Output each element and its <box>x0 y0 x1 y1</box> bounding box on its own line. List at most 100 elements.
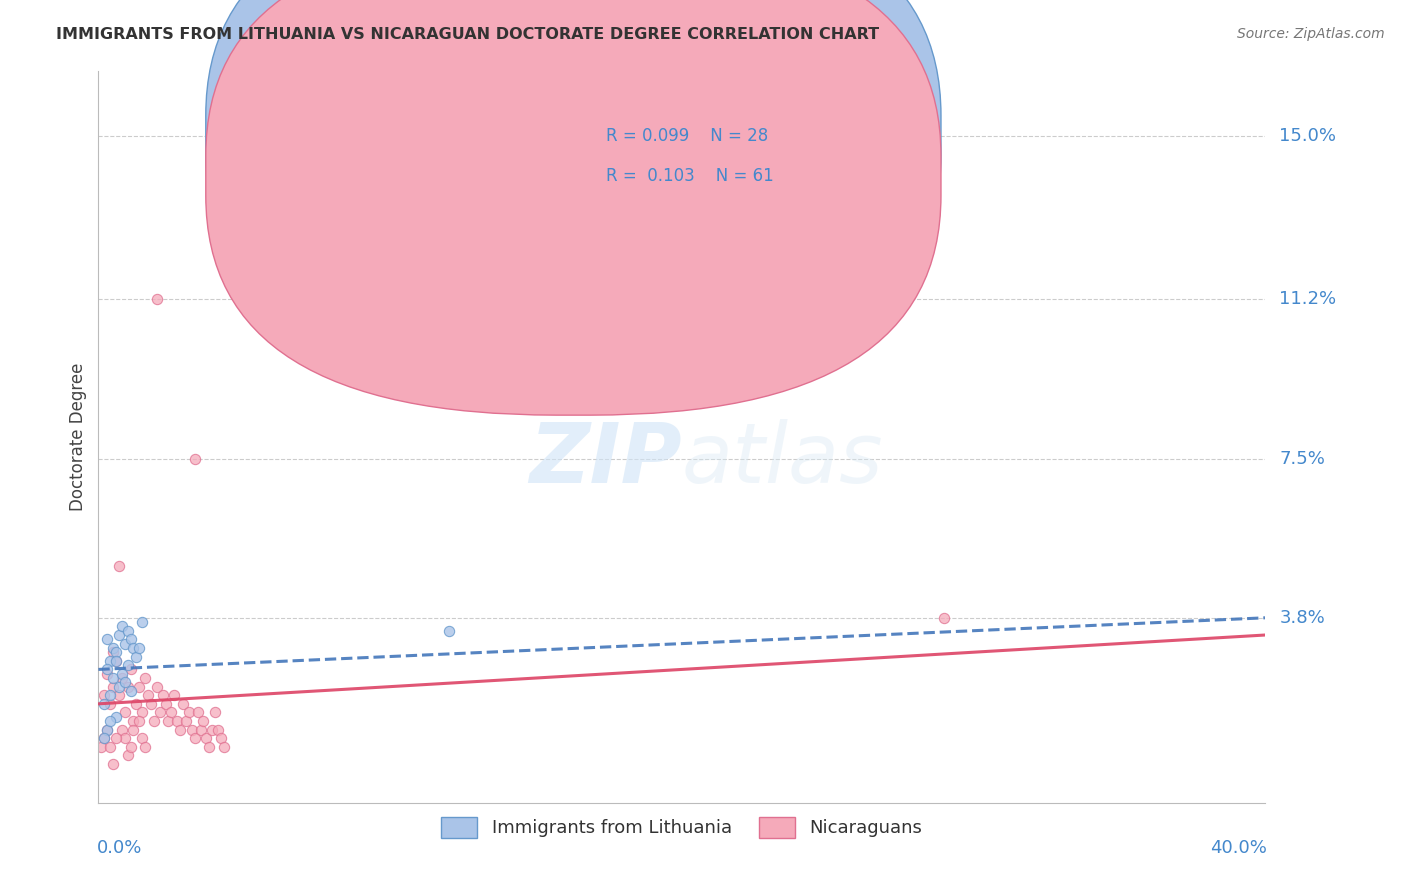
Y-axis label: Doctorate Degree: Doctorate Degree <box>69 363 87 511</box>
Point <box>111 666 134 681</box>
Point <box>187 706 209 720</box>
Point <box>101 671 124 685</box>
Point <box>195 731 218 746</box>
Point <box>98 739 121 754</box>
Point <box>93 731 115 746</box>
Point <box>139 697 162 711</box>
Point <box>155 697 177 711</box>
Point <box>180 723 202 737</box>
Point <box>111 723 134 737</box>
Text: 40.0%: 40.0% <box>1209 839 1267 857</box>
Point <box>117 680 139 694</box>
Point <box>198 739 221 754</box>
Text: IMMIGRANTS FROM LITHUANIA VS NICARAGUAN DOCTORATE DEGREE CORRELATION CHART: IMMIGRANTS FROM LITHUANIA VS NICARAGUAN … <box>56 27 879 42</box>
Text: 7.5%: 7.5% <box>1279 450 1326 467</box>
Point <box>96 666 118 681</box>
Point <box>120 662 142 676</box>
Point <box>120 739 142 754</box>
Text: Source: ZipAtlas.com: Source: ZipAtlas.com <box>1237 27 1385 41</box>
Point <box>152 688 174 702</box>
Point <box>114 731 136 746</box>
Point <box>183 451 205 466</box>
Point <box>114 637 136 651</box>
Point <box>183 731 205 746</box>
Point <box>96 632 118 647</box>
Point <box>146 293 169 307</box>
Point <box>108 559 131 574</box>
Point <box>108 688 131 702</box>
Legend: Immigrants from Lithuania, Nicaraguans: Immigrants from Lithuania, Nicaraguans <box>434 810 929 845</box>
Point <box>125 649 148 664</box>
Point <box>104 731 127 746</box>
Point <box>128 714 150 728</box>
FancyBboxPatch shape <box>205 0 941 415</box>
Point <box>122 723 145 737</box>
Text: R = 0.099    N = 28: R = 0.099 N = 28 <box>606 127 768 145</box>
Point <box>201 723 224 737</box>
Point <box>122 640 145 655</box>
Text: R =  0.103    N = 61: R = 0.103 N = 61 <box>606 167 773 185</box>
Point <box>146 680 169 694</box>
FancyBboxPatch shape <box>530 101 869 211</box>
Point <box>134 671 156 685</box>
Point <box>104 710 127 724</box>
Point <box>157 714 180 728</box>
Point <box>98 714 121 728</box>
Point <box>209 731 232 746</box>
Point <box>128 680 150 694</box>
Point <box>437 624 460 638</box>
Point <box>120 632 142 647</box>
Point <box>125 697 148 711</box>
Text: 0.0%: 0.0% <box>97 839 142 857</box>
Point <box>98 697 121 711</box>
Point <box>93 697 115 711</box>
Text: 11.2%: 11.2% <box>1279 291 1337 309</box>
Text: 15.0%: 15.0% <box>1279 127 1336 145</box>
Point <box>96 723 118 737</box>
Point <box>111 671 134 685</box>
Point <box>93 731 115 746</box>
Point <box>131 731 153 746</box>
Point <box>174 714 197 728</box>
Point <box>96 662 118 676</box>
Point <box>90 739 112 754</box>
Point <box>177 706 200 720</box>
Point <box>101 645 124 659</box>
Point <box>104 654 127 668</box>
Point <box>163 688 186 702</box>
Point <box>117 658 139 673</box>
Point <box>193 714 215 728</box>
Point <box>101 640 124 655</box>
Point <box>212 739 235 754</box>
Point <box>93 688 115 702</box>
Point <box>120 684 142 698</box>
Point <box>142 714 165 728</box>
Point <box>104 645 127 659</box>
Point <box>149 706 172 720</box>
Point <box>104 654 127 668</box>
Point <box>117 624 139 638</box>
FancyBboxPatch shape <box>205 0 941 375</box>
Point <box>160 706 183 720</box>
Point <box>190 723 212 737</box>
Point <box>114 675 136 690</box>
Point <box>169 723 191 737</box>
Point <box>207 723 229 737</box>
Point <box>101 680 124 694</box>
Point <box>108 680 131 694</box>
Point <box>134 739 156 754</box>
Point <box>122 714 145 728</box>
Point <box>101 757 124 772</box>
Text: atlas: atlas <box>682 418 883 500</box>
Point <box>114 706 136 720</box>
Point <box>166 714 188 728</box>
Point <box>98 688 121 702</box>
Point <box>204 706 226 720</box>
Point <box>96 723 118 737</box>
Text: 3.8%: 3.8% <box>1279 608 1324 627</box>
Text: ZIP: ZIP <box>529 418 682 500</box>
Point <box>117 748 139 763</box>
Point <box>131 706 153 720</box>
Point <box>131 615 153 629</box>
Point <box>934 611 956 625</box>
